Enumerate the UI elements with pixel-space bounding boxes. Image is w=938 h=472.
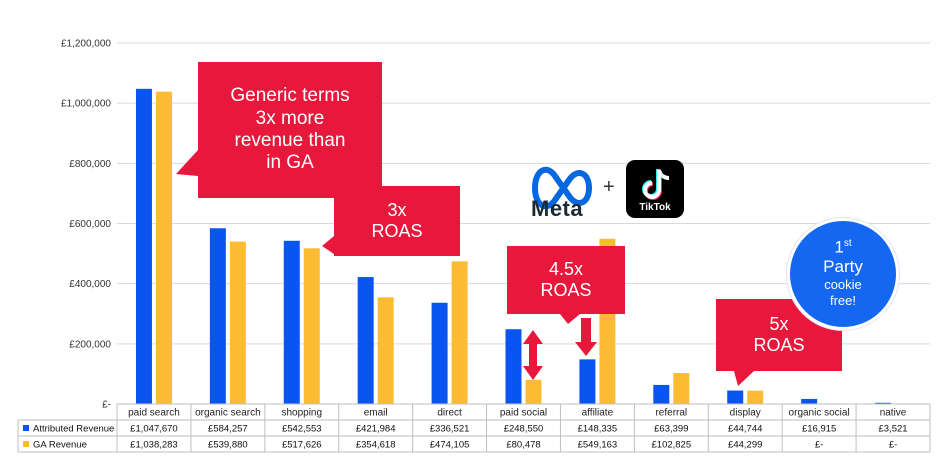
legend-swatch: [23, 441, 29, 447]
callout-line: ROAS: [371, 221, 423, 241]
bar-attributed-direct: [431, 302, 448, 404]
bar-attributed-display: [727, 390, 744, 404]
bar-attributed-affiliate: [579, 359, 596, 404]
category-label: paid social: [500, 408, 547, 419]
data-label: £336,521: [430, 424, 470, 435]
data-label: £44,744: [728, 424, 762, 435]
category-label: email: [364, 408, 388, 419]
data-label: £63,399: [654, 424, 688, 435]
y-tick-label: £-: [102, 400, 111, 411]
data-label: £542,553: [282, 424, 322, 435]
callout-line: 5x: [769, 313, 789, 334]
callout-line: ROAS: [540, 280, 592, 300]
data-label: £80,478: [506, 440, 540, 451]
legend-label: Attributed Revenue: [33, 424, 114, 435]
data-label: £102,825: [652, 440, 692, 451]
data-table: paid search organic search shopping email di…: [17, 403, 931, 453]
bar-ga-direct: [451, 261, 468, 404]
bar-ga-email: [377, 297, 394, 404]
category-label: direct: [437, 408, 462, 419]
y-tick-label: £1,000,000: [61, 99, 111, 110]
y-tick-label: £600,000: [69, 219, 111, 230]
y-tick-label: £400,000: [69, 279, 111, 290]
bar-attributed-paid-search: [135, 88, 152, 405]
callout-line: ROAS: [753, 335, 805, 355]
data-label: £1,038,283: [130, 440, 178, 451]
data-label: £539,880: [208, 440, 248, 451]
callout-line: Generic terms: [230, 85, 350, 107]
category-label: display: [730, 408, 761, 419]
plus-sign: +: [603, 176, 615, 198]
bar-ga-paid-social: [525, 379, 542, 404]
data-label: £-: [815, 440, 823, 451]
badge-number: 1: [834, 237, 844, 257]
y-axis: £- £200,000 £400,000 £600,000 £800,000 £1,000…: [61, 39, 111, 411]
callout-line: 4.5x: [548, 258, 583, 279]
tiktok-wordmark: TikTok: [639, 202, 671, 213]
bar-ga-organic-search: [229, 241, 246, 404]
bar-attributed-native: [875, 402, 892, 404]
bar-attributed-organic-social: [801, 398, 818, 404]
callout-line: revenue than: [234, 130, 346, 151]
category-label: native: [880, 408, 907, 419]
meta-logo: Meta: [527, 156, 597, 221]
callout-roas-3x: 3x ROAS: [334, 186, 460, 256]
bar-attributed-email: [357, 277, 374, 404]
category-label: referral: [655, 408, 687, 419]
data-label: £-: [889, 440, 897, 451]
data-label: £148,335: [578, 424, 618, 435]
category-label: paid search: [128, 408, 180, 419]
data-label: £549,163: [578, 440, 618, 451]
first-party-badge: 1st Party cookie free!: [787, 218, 899, 330]
data-label: £354,618: [356, 440, 396, 451]
category-label: organic search: [195, 408, 261, 419]
badge-superscript: st: [843, 238, 852, 249]
bar-ga-paid-search: [155, 91, 172, 404]
badge-line: free!: [829, 292, 856, 308]
y-tick-label: £200,000: [69, 339, 111, 350]
meta-wordmark: Meta: [531, 196, 584, 221]
data-label: £44,299: [728, 440, 762, 451]
category-label: affiliate: [582, 408, 614, 419]
bar-attributed-organic-search: [209, 228, 226, 404]
badge-line: Party: [823, 256, 863, 276]
data-label: £3,521: [879, 424, 908, 435]
data-label: £421,984: [356, 424, 396, 435]
bar-ga-display: [747, 390, 764, 404]
data-label: £517,626: [282, 440, 322, 451]
legend-swatch: [23, 425, 29, 431]
callout-roas-4-5x: 4.5x ROAS: [507, 246, 625, 314]
data-label: £584,257: [208, 424, 248, 435]
callout-line: 3x more: [255, 107, 325, 129]
data-label: £248,550: [504, 424, 544, 435]
bars: [135, 88, 892, 405]
bar-ga-referral: [673, 373, 690, 404]
category-label: organic social: [789, 408, 850, 419]
callout-line: in GA: [266, 152, 314, 174]
data-label: £1,047,670: [130, 424, 178, 435]
category-label: shopping: [281, 408, 322, 419]
y-tick-label: £1,200,000: [61, 39, 111, 50]
legend-label: GA Revenue: [33, 440, 87, 451]
data-label: £474,105: [430, 440, 470, 451]
badge-line: cookie: [824, 276, 862, 292]
data-label: £16,915: [802, 424, 836, 435]
y-tick-label: £800,000: [69, 159, 111, 170]
callout-line: 3x: [387, 199, 407, 220]
tiktok-logo: TikTok: [626, 160, 684, 218]
bar-attributed-shopping: [283, 240, 300, 404]
bar-ga-shopping: [303, 248, 320, 404]
bar-attributed-referral: [653, 384, 670, 404]
bar-attributed-paid-social: [505, 329, 522, 404]
callout-generic-terms: Generic terms 3x more revenue than in GA: [198, 62, 382, 198]
